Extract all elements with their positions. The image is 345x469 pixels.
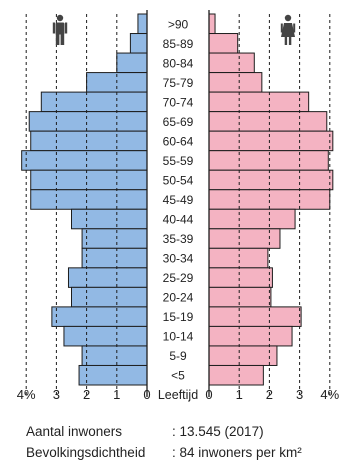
age-label-11: 35-39 bbox=[163, 232, 194, 246]
age-label-15: 15-19 bbox=[163, 310, 194, 324]
male-bar-7 bbox=[22, 151, 147, 171]
female-bar-6 bbox=[209, 131, 333, 151]
male-bar-18 bbox=[79, 365, 147, 385]
age-label-16: 10-14 bbox=[163, 330, 194, 344]
male-bar-8 bbox=[31, 170, 147, 190]
age-label-9: 45-49 bbox=[163, 193, 194, 207]
male-bar-11 bbox=[82, 229, 147, 249]
male-bar-5 bbox=[29, 112, 147, 132]
female-bar-13 bbox=[209, 268, 272, 288]
male-bar-16 bbox=[64, 326, 147, 346]
female-bar-2 bbox=[209, 53, 254, 73]
female-bar-10 bbox=[209, 209, 295, 229]
female-bar-15 bbox=[209, 307, 301, 327]
male-tick-4: 0 bbox=[143, 387, 150, 402]
age-label-17: 5-9 bbox=[169, 349, 187, 363]
female-bar-7 bbox=[209, 151, 328, 171]
male-icon bbox=[53, 15, 67, 45]
age-label-18: <5 bbox=[171, 369, 185, 383]
age-label-3: 75-79 bbox=[163, 76, 194, 90]
age-label-6: 60-64 bbox=[163, 134, 194, 148]
male-bar-4 bbox=[41, 92, 147, 112]
male-bar-12 bbox=[82, 248, 147, 268]
density-row: Bevolkingsdichtheid: 84 inwoners per km² bbox=[26, 445, 302, 460]
male-tick-0: 4% bbox=[17, 387, 36, 402]
female-icon bbox=[281, 15, 295, 45]
male-bar-2 bbox=[117, 53, 147, 73]
female-bar-17 bbox=[209, 346, 277, 366]
male-bar-13 bbox=[68, 268, 147, 288]
inhabitants-value: : 13.545 (2017) bbox=[172, 424, 264, 439]
female-bar-8 bbox=[209, 170, 333, 190]
age-label-12: 30-34 bbox=[163, 252, 194, 266]
age-label-8: 50-54 bbox=[163, 173, 194, 187]
male-tick-3: 1 bbox=[113, 387, 120, 402]
age-label-7: 55-59 bbox=[163, 154, 194, 168]
density-value: : 84 inwoners per km² bbox=[172, 445, 302, 460]
age-label-2: 80-84 bbox=[163, 56, 194, 70]
male-bar-9 bbox=[31, 190, 147, 210]
male-bar-15 bbox=[52, 307, 147, 327]
female-bar-16 bbox=[209, 326, 292, 346]
age-label-4: 70-74 bbox=[163, 95, 194, 109]
age-label-13: 25-29 bbox=[163, 271, 194, 285]
male-tick-2: 2 bbox=[83, 387, 90, 402]
age-label-5: 65-69 bbox=[163, 115, 194, 129]
male-bar-17 bbox=[82, 346, 147, 366]
female-bar-1 bbox=[209, 34, 238, 54]
female-tick-2: 2 bbox=[266, 387, 273, 402]
female-bar-3 bbox=[209, 73, 262, 93]
male-bar-6 bbox=[31, 131, 147, 151]
inhabitants-row: Aantal inwoners: 13.545 (2017) bbox=[26, 424, 264, 439]
female-tick-1: 1 bbox=[236, 387, 243, 402]
female-bar-14 bbox=[209, 287, 271, 307]
male-bar-1 bbox=[130, 34, 147, 54]
female-tick-4: 4% bbox=[320, 387, 339, 402]
age-label-0: >90 bbox=[168, 17, 189, 31]
female-bar-5 bbox=[209, 112, 327, 132]
female-bar-12 bbox=[209, 248, 268, 268]
female-bar-18 bbox=[209, 365, 263, 385]
age-label-14: 20-24 bbox=[163, 291, 194, 305]
female-bar-4 bbox=[209, 92, 309, 112]
male-bar-0 bbox=[138, 14, 147, 34]
age-label-1: 85-89 bbox=[163, 37, 194, 51]
female-bar-0 bbox=[209, 14, 215, 34]
density-label: Bevolkingsdichtheid bbox=[26, 445, 172, 460]
female-tick-3: 3 bbox=[296, 387, 303, 402]
male-bar-14 bbox=[72, 287, 148, 307]
female-tick-0: 0 bbox=[205, 387, 212, 402]
age-label-10: 40-44 bbox=[163, 213, 194, 227]
inhabitants-label: Aantal inwoners bbox=[26, 424, 172, 439]
male-bar-10 bbox=[72, 209, 148, 229]
age-axis-label: Leeftijd bbox=[158, 388, 198, 402]
male-tick-1: 3 bbox=[53, 387, 60, 402]
